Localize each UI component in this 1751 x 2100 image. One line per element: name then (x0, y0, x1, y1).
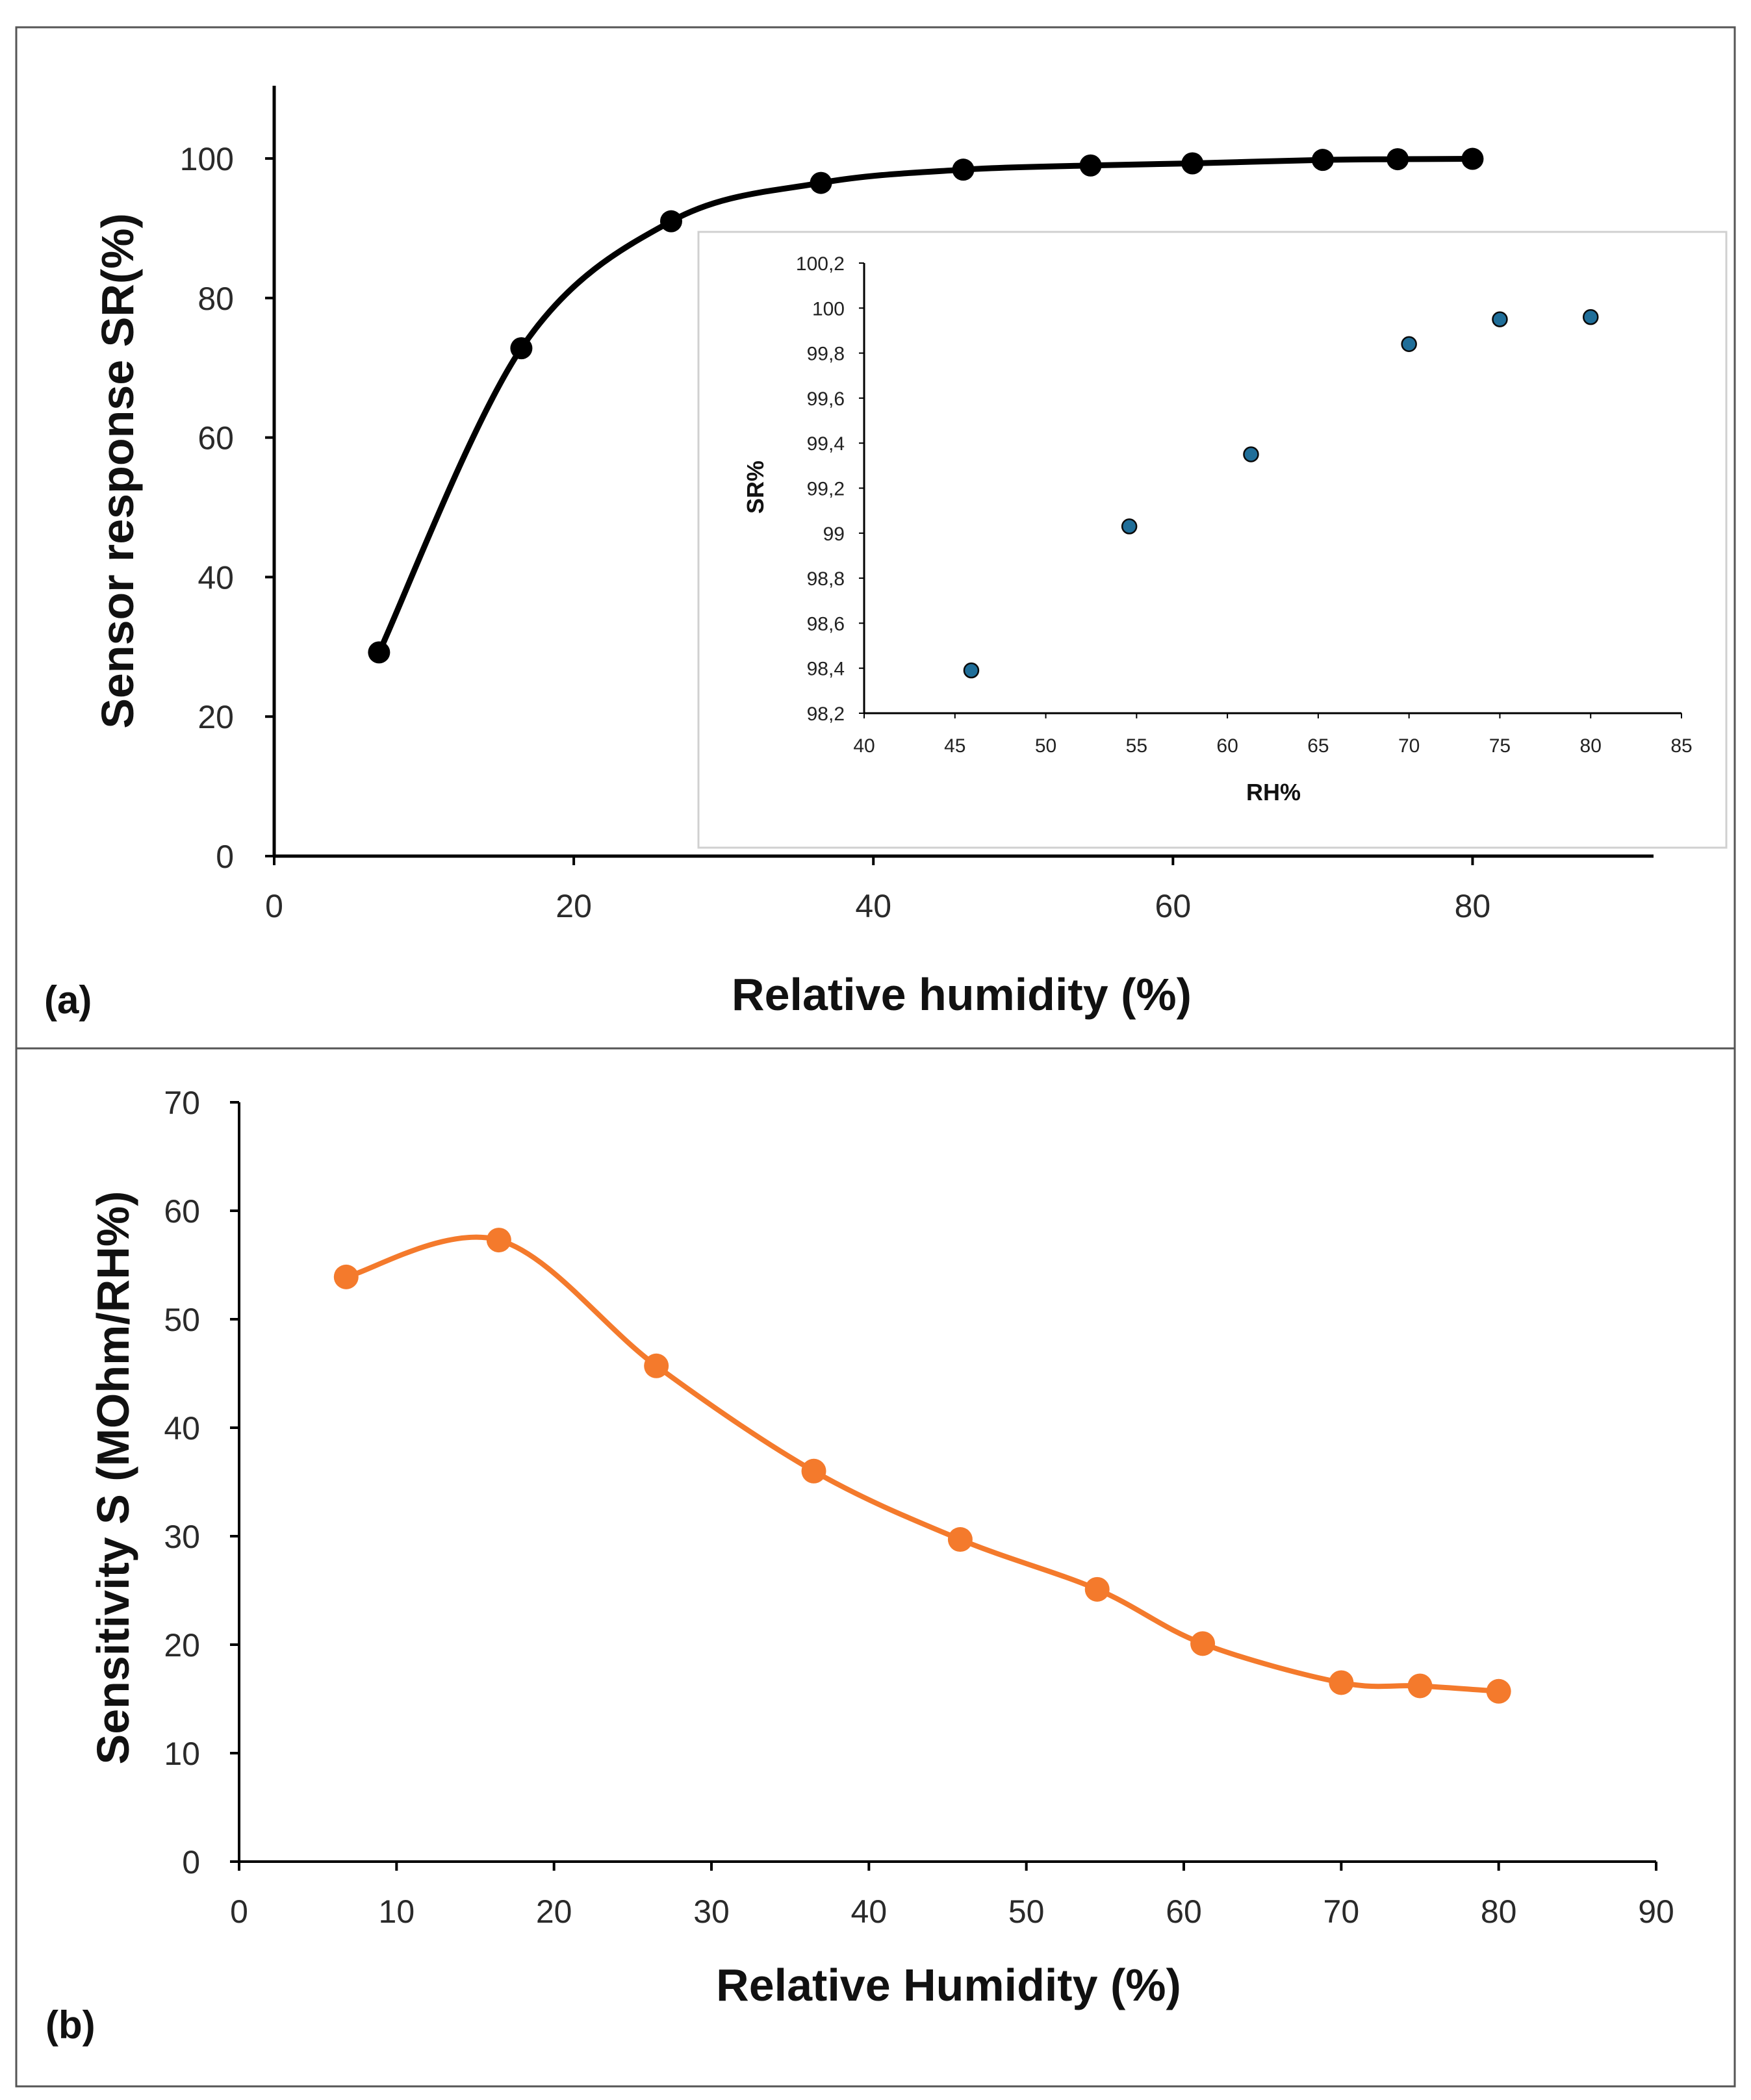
panel-a-data-point (1079, 154, 1102, 177)
inset-x-tick-label: 40 (853, 735, 875, 757)
panel-b-x-tick-label: 40 (851, 1893, 888, 1930)
inset-y-tick-label: 100,2 (796, 253, 845, 275)
panel-a-data-point (952, 158, 975, 181)
panel-b-frame (15, 1047, 1736, 2088)
panel-b-y-tick-label: 70 (164, 1085, 200, 1121)
panel-a-y-tick-label: 20 (198, 699, 234, 735)
panel-a-data-point (1311, 149, 1334, 171)
inset-data-point (963, 662, 980, 679)
panel-b-y-tick-label: 40 (164, 1410, 200, 1447)
inset-y-tick-label: 99,8 (807, 344, 845, 365)
panel-a-data-point (1181, 152, 1204, 175)
panel-a-x-tick-label: 80 (1455, 888, 1491, 924)
panel-a-y-tick-label: 40 (198, 559, 234, 596)
panel-b-y-tick-label: 50 (164, 1302, 200, 1338)
inset-data-point (1401, 336, 1417, 352)
inset-y-tick-label: 99,2 (807, 479, 845, 500)
panel-b-y-tick-label: 20 (164, 1627, 200, 1664)
panel-b-y-tick-label: 60 (164, 1193, 200, 1230)
panel-a-data-point (1387, 148, 1409, 171)
inset-x-tick-label: 60 (1216, 735, 1238, 757)
inset-y-tick-label: 99 (823, 524, 845, 545)
panel-b-x-tick-label: 80 (1481, 1893, 1517, 1930)
panel-a-data-point (368, 641, 390, 664)
panel-a-data-point (1461, 147, 1484, 170)
inset-y-tick-label: 98,4 (807, 659, 845, 680)
inset-x-tick-label: 55 (1126, 735, 1147, 757)
panel-a-chart: 0 20 40 60 80 0 20 40 60 80 100 Relative humidity… (44, 86, 1728, 1022)
panel-b-y-tick-label: 0 (182, 1844, 200, 1880)
inset-data-point (1492, 311, 1508, 327)
panel-b-x-tick-label: 0 (230, 1893, 248, 1930)
panel-b-chart: 0 10 20 30 40 50 60 70 80 90 0 10 20 30 40 50 60 70 Rela… (45, 1085, 1674, 2047)
inset-x-tick-label: 85 (1670, 735, 1692, 757)
panel-a-data-point (810, 171, 832, 194)
panel-b-x-tick-label: 50 (1008, 1893, 1045, 1930)
panel-b-y-tick-label: 10 (164, 1736, 200, 1772)
inset-x-tick-label: 70 (1398, 735, 1420, 757)
panel-b-label: (b) (45, 2003, 96, 2047)
panel-b-x-tick-label: 60 (1166, 1893, 1202, 1930)
panel-a-data-point (510, 337, 533, 360)
panel-a-y-tick-label: 80 (198, 281, 234, 317)
panel-b-data-point (1084, 1576, 1110, 1602)
panel-b-y-axis-title: Sensitivity S (MOhm/RH%) (88, 1191, 138, 1765)
panel-b-x-axis-title: Relative Humidity (%) (716, 1960, 1181, 2010)
inset-x-tick-label: 45 (944, 735, 965, 757)
panel-b-data-point (947, 1527, 973, 1552)
panel-a-x-tick-label: 20 (556, 888, 592, 924)
panel-b-x-tick-label: 20 (536, 1893, 572, 1930)
inset-x-tick-label: 80 (1580, 735, 1602, 757)
panel-a-y-axis-title: Sensor response SR(%) (92, 213, 143, 729)
panel-a-y-tick-label: 0 (216, 839, 234, 875)
panel-a-y-tick-label: 100 (180, 141, 234, 177)
inset-y-tick-label: 98,6 (807, 613, 845, 635)
panel-b-x-tick-label: 90 (1638, 1893, 1674, 1930)
inset-x-axis-title: RH% (1246, 779, 1301, 805)
inset-x-tick-label: 75 (1489, 735, 1511, 757)
inset-y-axis-title: SR% (742, 461, 769, 514)
panel-a-data-point (659, 210, 682, 233)
inset-frame (697, 231, 1728, 849)
inset-data-point (1582, 309, 1599, 325)
inset-y-tick-label: 98,2 (807, 703, 845, 725)
inset-x-tick-label: 65 (1307, 735, 1329, 757)
panel-a-y-tick-label: 60 (198, 420, 234, 457)
inset-data-point (1243, 446, 1259, 462)
inset-y-tick-label: 100 (812, 298, 845, 320)
inset-y-tick-label: 99,6 (807, 388, 845, 410)
panel-b-data-point (1329, 1670, 1354, 1695)
panel-b-x-tick-label: 30 (693, 1893, 730, 1930)
panel-a-x-tick-label: 0 (265, 888, 283, 924)
panel-a-label: (a) (44, 978, 92, 1022)
inset-x-tick-label: 50 (1035, 735, 1056, 757)
inset-y-tick-label: 98,8 (807, 568, 845, 590)
panel-a-x-tick-label: 60 (1155, 888, 1192, 924)
inset-data-point (1121, 518, 1138, 535)
panel-b-y-tick-label: 30 (164, 1519, 200, 1555)
panel-b-data-point (1190, 1631, 1216, 1656)
panel-b-data-point (801, 1458, 826, 1484)
inset-y-tick-label: 99,4 (807, 433, 845, 455)
panel-b-x-tick-label: 10 (379, 1893, 415, 1930)
panel-b-data-point (333, 1264, 359, 1289)
panel-b-data-point (486, 1228, 511, 1253)
panel-a-x-axis-title: Relative humidity (%) (732, 969, 1192, 1020)
panel-b-data-point (1486, 1678, 1511, 1704)
panel-b-data-point (644, 1353, 669, 1378)
panel-b-data-point (1407, 1673, 1433, 1699)
panel-b-x-tick-label: 70 (1323, 1893, 1360, 1930)
panel-a-x-tick-label: 40 (855, 888, 891, 924)
